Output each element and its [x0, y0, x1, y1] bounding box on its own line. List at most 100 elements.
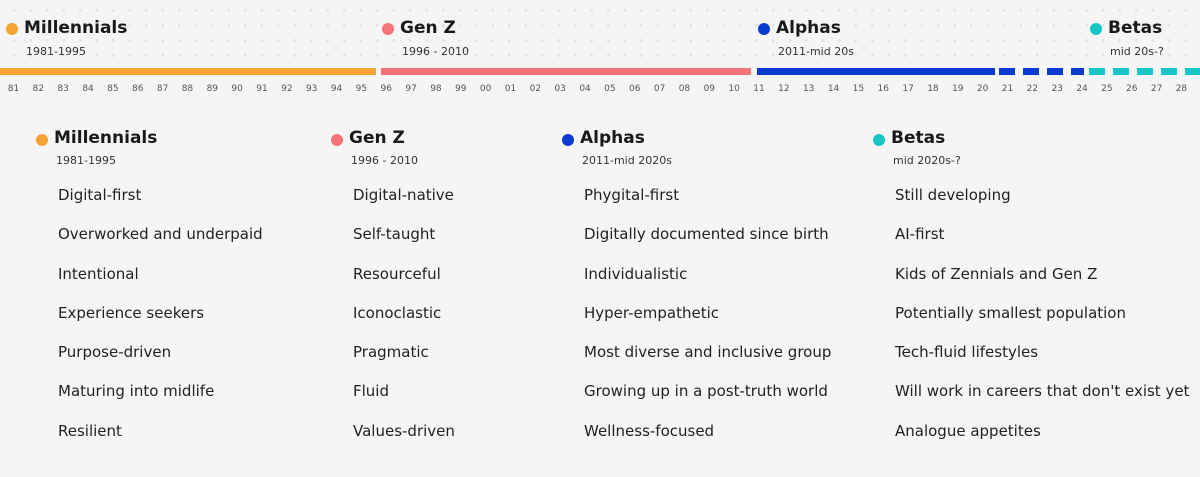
year-tick-label: 07 — [653, 84, 666, 94]
dot-grid-background — [0, 0, 1200, 62]
trait-item: Hyper-empathetic — [584, 303, 719, 322]
year-tick-label: 14 — [827, 84, 840, 94]
timeline-dash-betas — [1089, 68, 1105, 75]
timeline-dash-betas — [1161, 68, 1177, 75]
trait-item: Purpose-driven — [58, 343, 172, 362]
alphas-dot-icon — [562, 134, 574, 146]
trait-item: AI-first — [895, 225, 945, 244]
year-tick-label: 95 — [355, 84, 368, 94]
year-tick-label: 25 — [1101, 84, 1113, 94]
trait-item: Digital-native — [353, 186, 454, 204]
year-tick-label: 90 — [231, 84, 243, 94]
alphas-dot-icon — [758, 23, 770, 35]
year-tick-label: 98 — [430, 84, 442, 94]
year-tick-label: 91 — [256, 84, 268, 94]
year-tick-label: 01 — [504, 84, 517, 94]
genz-dot-icon — [382, 23, 394, 35]
trait-item: Pragmatic — [353, 343, 429, 362]
year-tick-label: 97 — [405, 84, 417, 94]
trait-item: Intentional — [58, 264, 139, 283]
trait-list: Digital-first Overworked and underpaid I… — [58, 186, 263, 461]
column-title: Gen Z — [349, 128, 405, 148]
year-tick-label: 83 — [57, 84, 69, 94]
year-tick-label: 06 — [629, 84, 641, 94]
timeline-header-range: 1996 - 2010 — [402, 45, 469, 58]
year-tick-label: 18 — [927, 84, 939, 94]
trait-item: Individualistic — [584, 264, 688, 283]
trait-item: Resourceful — [353, 264, 441, 283]
trait-list: Still developing AI-first Kids of Zennia… — [895, 186, 1189, 461]
column-range: 1996 - 2010 — [351, 154, 418, 167]
year-tick-label: 82 — [32, 84, 45, 94]
year-tick-label: 17 — [902, 84, 914, 94]
trait-item: Fluid — [353, 382, 389, 401]
trait-item: Values-driven — [353, 421, 455, 440]
year-tick-label: 85 — [107, 84, 119, 94]
year-tick-label: 23 — [1051, 84, 1063, 94]
year-tick-label: 96 — [380, 84, 392, 94]
year-tick-label: 93 — [305, 84, 318, 94]
column-title: Alphas — [580, 128, 645, 148]
trait-item: Tech-fluid lifestyles — [895, 343, 1039, 362]
trait-item: Phygital-first — [584, 186, 680, 204]
timeline-dash-alphas — [1023, 68, 1039, 75]
column-range: 2011-mid 2020s — [582, 154, 672, 167]
year-tick-label: 21 — [1001, 84, 1014, 94]
year-tick-label: 86 — [132, 84, 144, 94]
trait-item: Kids of Zennials and Gen Z — [895, 264, 1098, 283]
year-tick-label: 22 — [1026, 84, 1039, 94]
column-range: 1981-1995 — [56, 154, 116, 167]
year-tick-label: 87 — [156, 84, 169, 94]
year-tick-label: 11 — [753, 84, 765, 94]
year-tick-label: 19 — [952, 84, 964, 94]
year-tick-label: 88 — [181, 84, 194, 94]
timeline-dash-betas — [1137, 68, 1153, 75]
year-tick-label: 24 — [1076, 84, 1088, 94]
trait-item: Self-taught — [353, 225, 436, 244]
year-tick-label: 12 — [778, 84, 790, 94]
year-tick-label: 03 — [554, 84, 566, 94]
betas-dot-icon — [873, 134, 885, 146]
timeline-dash-alphas — [1071, 68, 1084, 75]
trait-item: Experience seekers — [58, 303, 205, 322]
column-title: Betas — [891, 128, 946, 148]
trait-item: Digital-first — [58, 186, 142, 204]
year-tick-label: 16 — [877, 84, 889, 94]
year-tick-label: 81 — [7, 84, 20, 94]
trait-item: Most diverse and inclusive group — [584, 343, 832, 362]
year-tick-label: 20 — [976, 84, 989, 94]
timeline-bar-genz — [381, 68, 751, 75]
trait-item: Maturing into midlife — [58, 382, 215, 401]
timeline-header-name: Millennials — [24, 18, 128, 38]
timeline-dash-betas — [1113, 68, 1129, 75]
timeline-dash-betas — [1185, 68, 1200, 75]
timeline-bar-alphas — [757, 68, 995, 75]
year-tick-label: 28 — [1175, 84, 1188, 94]
millennials-dot-icon — [36, 134, 48, 146]
year-tick-label: 27 — [1150, 84, 1163, 94]
trait-item: Still developing — [895, 186, 1011, 204]
trait-list: Phygital-first Digitally documented sinc… — [584, 186, 831, 461]
year-tick-label: 99 — [455, 84, 467, 94]
year-tick-label: 05 — [604, 84, 616, 94]
year-tick-label: 00 — [479, 84, 492, 94]
trait-item: Wellness-focused — [584, 421, 715, 440]
timeline-header-range: 1981-1995 — [26, 45, 86, 58]
year-tick-label: 84 — [82, 84, 94, 94]
column-title: Millennials — [54, 128, 158, 148]
trait-item: Will work in careers that don't exist ye… — [895, 382, 1190, 401]
year-tick-label: 02 — [529, 84, 542, 94]
trait-item: Iconoclastic — [353, 303, 442, 322]
timeline-dash-alphas — [999, 68, 1015, 75]
year-tick-label: 94 — [330, 84, 343, 94]
trait-item: Overworked and underpaid — [58, 225, 263, 244]
timeline-header-name: Gen Z — [400, 18, 456, 38]
genz-dot-icon — [331, 134, 343, 146]
timeline-header-range: 2011-mid 20s — [778, 45, 854, 58]
column-range: mid 2020s-? — [893, 154, 961, 167]
trait-item: Growing up in a post-truth world — [584, 382, 828, 401]
year-tick-label: 04 — [579, 84, 591, 94]
betas-dot-icon — [1090, 23, 1102, 35]
year-tick-label: 26 — [1126, 84, 1138, 94]
timeline-dash-alphas — [1047, 68, 1063, 75]
